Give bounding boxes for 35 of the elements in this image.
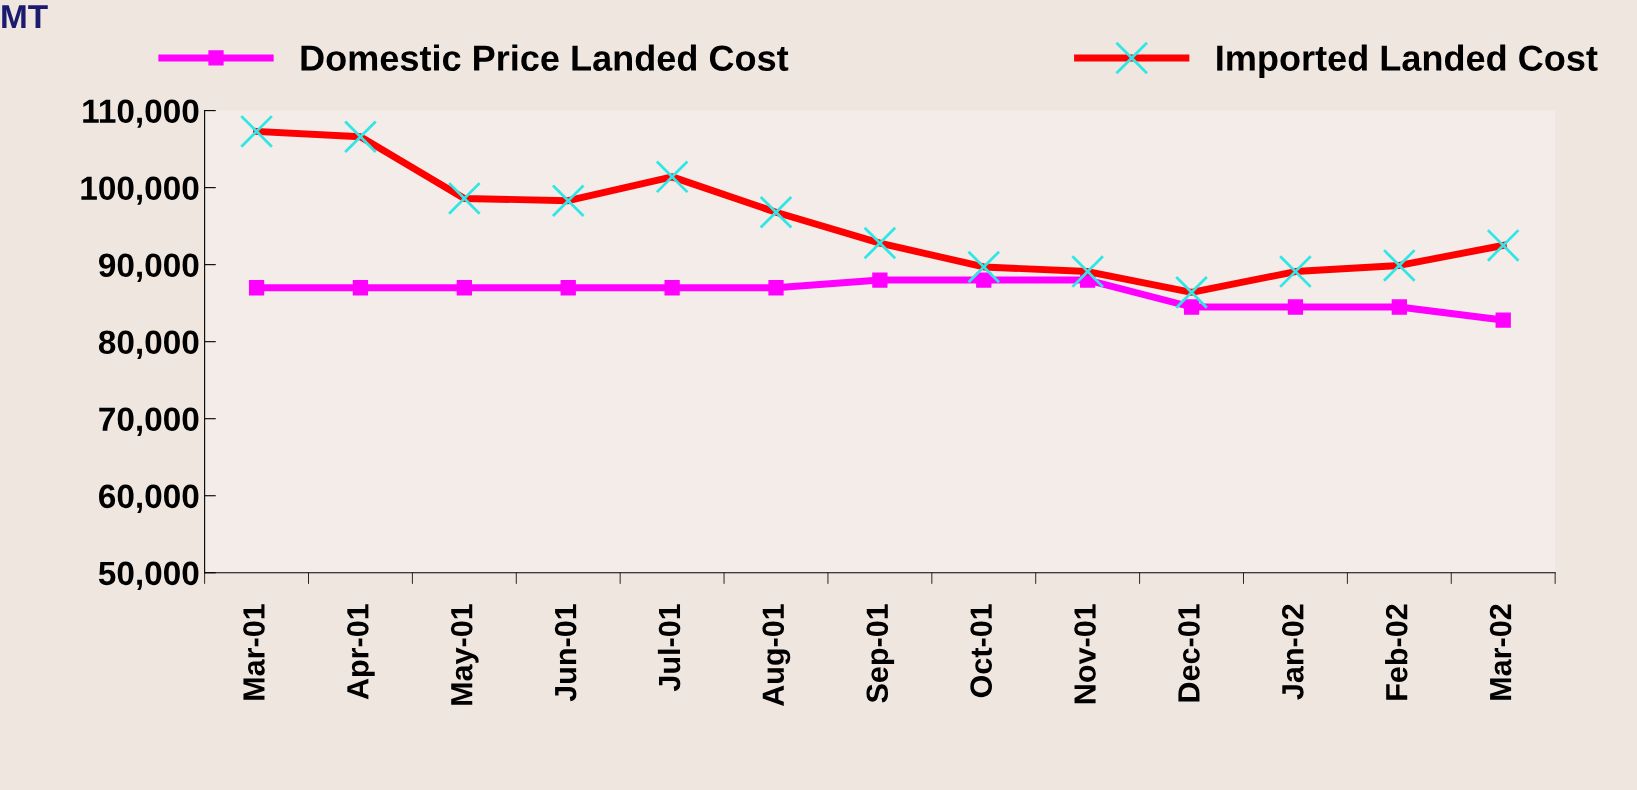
legend-label: Domestic Price Landed Cost — [301, 44, 789, 71]
y-tick-label: 60,000 — [99, 484, 199, 513]
point — [872, 272, 888, 288]
point — [1391, 299, 1407, 315]
y-tick-label: 110,000 — [83, 99, 199, 128]
x-tick-label: Sep-01 — [866, 604, 895, 703]
y-tick-label: 50,000 — [98, 561, 199, 590]
x-tick-label: Apr-01 — [347, 604, 375, 700]
x-tick-label: Dec-01 — [1178, 604, 1200, 702]
point — [1495, 312, 1511, 328]
point — [352, 280, 369, 296]
point — [248, 280, 265, 296]
x-tick-label: Feb-02 — [1385, 604, 1408, 700]
y-tick-label: 100,000 — [81, 176, 199, 205]
y-axis-title: MT — [2, 5, 48, 29]
x-tick-label: Mar-01 — [243, 604, 265, 700]
point — [1287, 299, 1304, 315]
x-tick-label: Oct-01 — [970, 604, 992, 698]
y-tick-label: 80,000 — [98, 330, 199, 359]
point — [664, 280, 680, 296]
x-tick-label: Mar-02 — [1489, 604, 1512, 700]
x-tick-label: Nov-01 — [1074, 604, 1096, 704]
x-tick-label: May-01 — [450, 604, 479, 705]
x-tick-label: Aug-01 — [762, 604, 791, 707]
y-tick-label: 70,000 — [99, 407, 199, 436]
point — [560, 280, 576, 296]
point — [976, 272, 992, 288]
y-tick-label: 90,000 — [98, 253, 199, 282]
legend-label: Imported Landed Cost — [1217, 44, 1598, 79]
point — [768, 280, 784, 296]
point — [1183, 299, 1200, 315]
point — [456, 280, 472, 296]
x-tick-label: Jun-01 — [554, 604, 577, 702]
x-tick-label: Jan-02 — [1282, 604, 1304, 700]
x-tick-label: Jul-01 — [657, 604, 681, 692]
